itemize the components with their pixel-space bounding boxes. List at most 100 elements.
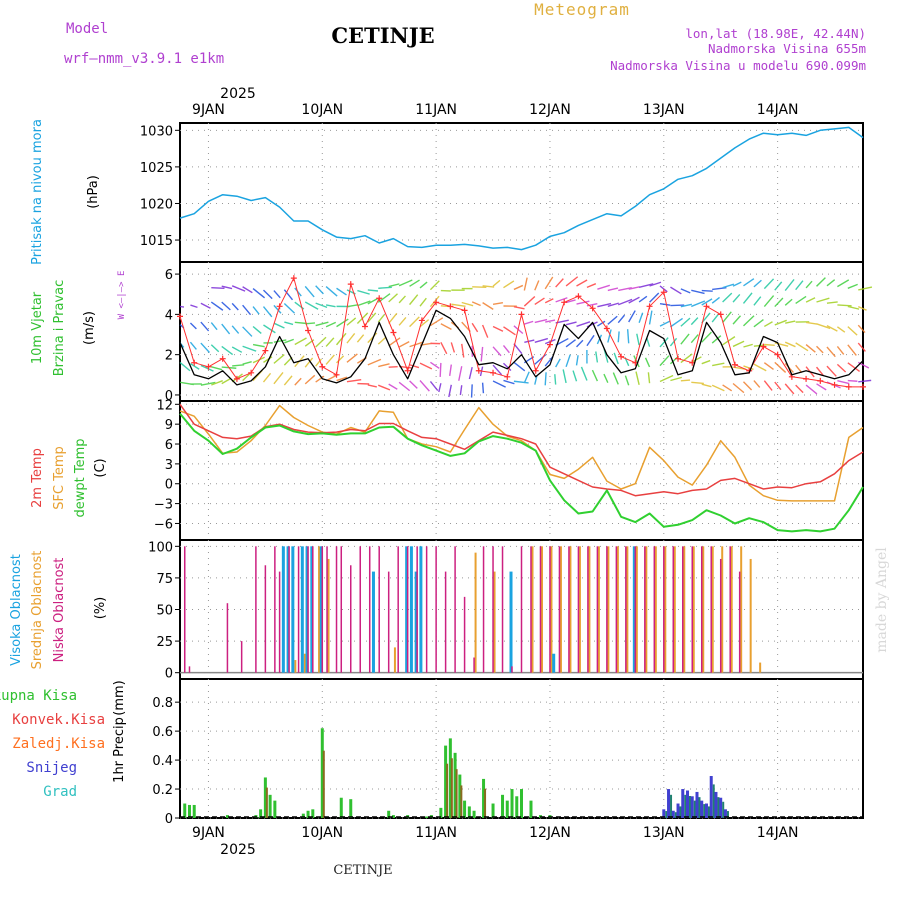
wind-arrow [659, 285, 668, 293]
precip-legend-item: Zaledj.Kisa [12, 736, 105, 752]
wind-arrow [701, 298, 713, 306]
wind-arrow [523, 295, 536, 307]
pressure-ytick-label: 1020 [140, 197, 173, 212]
clouds-ytick-label: 75 [156, 572, 173, 587]
precip-rain-bar [482, 778, 486, 818]
wind-arrow [304, 374, 316, 385]
precip-snow-bar [690, 796, 694, 818]
cloud-low-bar [416, 546, 418, 673]
pressure-unit: (hPa) [86, 175, 101, 209]
cloud-mid-bar [730, 546, 733, 673]
wind-arrow [179, 361, 191, 372]
cloud-low-bar [738, 571, 741, 673]
precipitation-ytick-label: 0.2 [152, 783, 173, 798]
wind-arrow [513, 361, 526, 372]
wind-arrow [524, 339, 535, 344]
wind-arrow [273, 354, 285, 364]
cloud-mid-bar [759, 662, 762, 673]
cloud-low-bar [539, 546, 542, 673]
wind-arrow [784, 341, 796, 348]
wind-arrow [419, 319, 430, 328]
wind-arrow [461, 343, 465, 358]
temperature-panel: −6 −3 0 3 6 9 12 [154, 398, 864, 541]
cloud-low-bar [350, 565, 352, 673]
wind-arrow [628, 310, 636, 323]
wind-arrow [335, 332, 347, 346]
clouds-ytick-label: 0 [165, 667, 173, 682]
precip-conv-bar [265, 787, 268, 818]
wind-arrow [847, 283, 858, 289]
wind-gust-marker [390, 329, 397, 336]
wind-arrow [649, 292, 660, 303]
wind-arrow [618, 286, 632, 292]
wind-arrow [367, 384, 377, 388]
wind-arrow [701, 289, 713, 292]
wind-arrow [805, 384, 818, 395]
precip-rain-bar [225, 815, 229, 818]
cloud-low-bar [530, 546, 532, 673]
cloud-low-bar [359, 546, 361, 673]
model-name: wrf—nmm_v3.9.1 e1km [64, 51, 224, 67]
wind-arrow [231, 325, 240, 334]
cloud-mid-bar [493, 571, 496, 673]
precip-snow-bar [723, 809, 727, 818]
dewpoint-line [179, 412, 864, 533]
cloud-low-bar [625, 546, 627, 673]
wind-gust-marker [376, 295, 383, 302]
cloud-mid-bar [318, 546, 321, 673]
wind-arrow [284, 321, 294, 326]
wind-arrow [451, 303, 466, 308]
wind-arrow [357, 289, 370, 295]
precip-conv-bar [460, 785, 463, 818]
wind-arrow [837, 279, 850, 288]
wind-arrow [732, 382, 745, 394]
cloud-low-bar [606, 546, 608, 673]
clouds-ytick-label: 50 [156, 604, 173, 619]
temperature-ytick-label: −3 [154, 498, 173, 513]
precip-rain-bar [183, 803, 187, 818]
wind-arrow [325, 337, 335, 347]
wind-gust-marker [504, 373, 511, 380]
wind-arrow [836, 326, 846, 333]
wind-arrow [210, 322, 218, 331]
wind-arrow [603, 373, 609, 383]
wind-arrow [388, 312, 398, 324]
cloud-low-bar [663, 546, 665, 673]
wind-arrow [409, 364, 420, 369]
cloud-mid-bar [635, 546, 638, 673]
cloud-panel: 0 25 50 75 100 [148, 539, 864, 682]
wind-arrow [200, 342, 210, 353]
wind-arrow [816, 277, 826, 287]
cloud-high-bar [405, 546, 409, 673]
wind-arrow [273, 304, 282, 314]
bottom-day-label: 9JAN [192, 825, 225, 841]
wind-arrow [492, 364, 503, 376]
wind-arrow [644, 357, 651, 368]
wind-arrow [305, 322, 316, 325]
wind-gust-marker [191, 359, 198, 366]
wind-arrow [346, 317, 357, 326]
wind-arrow [572, 370, 578, 382]
wind-arrow [482, 302, 494, 310]
precip-legend-item: Ukupna Kisa [0, 688, 77, 704]
cloud-high-bar [291, 546, 295, 673]
precip-legend: Ukupna Kisa Konvek.Kisa Zaledj.Kisa Snijeg G… [0, 688, 105, 800]
wind-arrow [576, 321, 591, 327]
precip-snow-bar [662, 809, 666, 818]
top-day-label: 13JAN [643, 102, 685, 118]
cloud-high-bar [419, 546, 423, 673]
precip-snow-bar [714, 791, 718, 818]
wind-arrow [409, 279, 420, 287]
precip-rain-bar [515, 796, 519, 818]
wind-arrow [492, 325, 504, 332]
precip-rain-bar [187, 804, 191, 818]
wind-arrow [429, 381, 439, 391]
wind-arrow [858, 286, 873, 291]
cloud-low-bar [264, 565, 267, 673]
wind-arrow [449, 364, 452, 376]
wind-arrow [189, 322, 197, 330]
wind-arrow [597, 302, 612, 308]
cloud-mid-bar [664, 546, 667, 673]
cloud-mid-bar [550, 546, 553, 673]
wind-arrow [273, 290, 281, 299]
